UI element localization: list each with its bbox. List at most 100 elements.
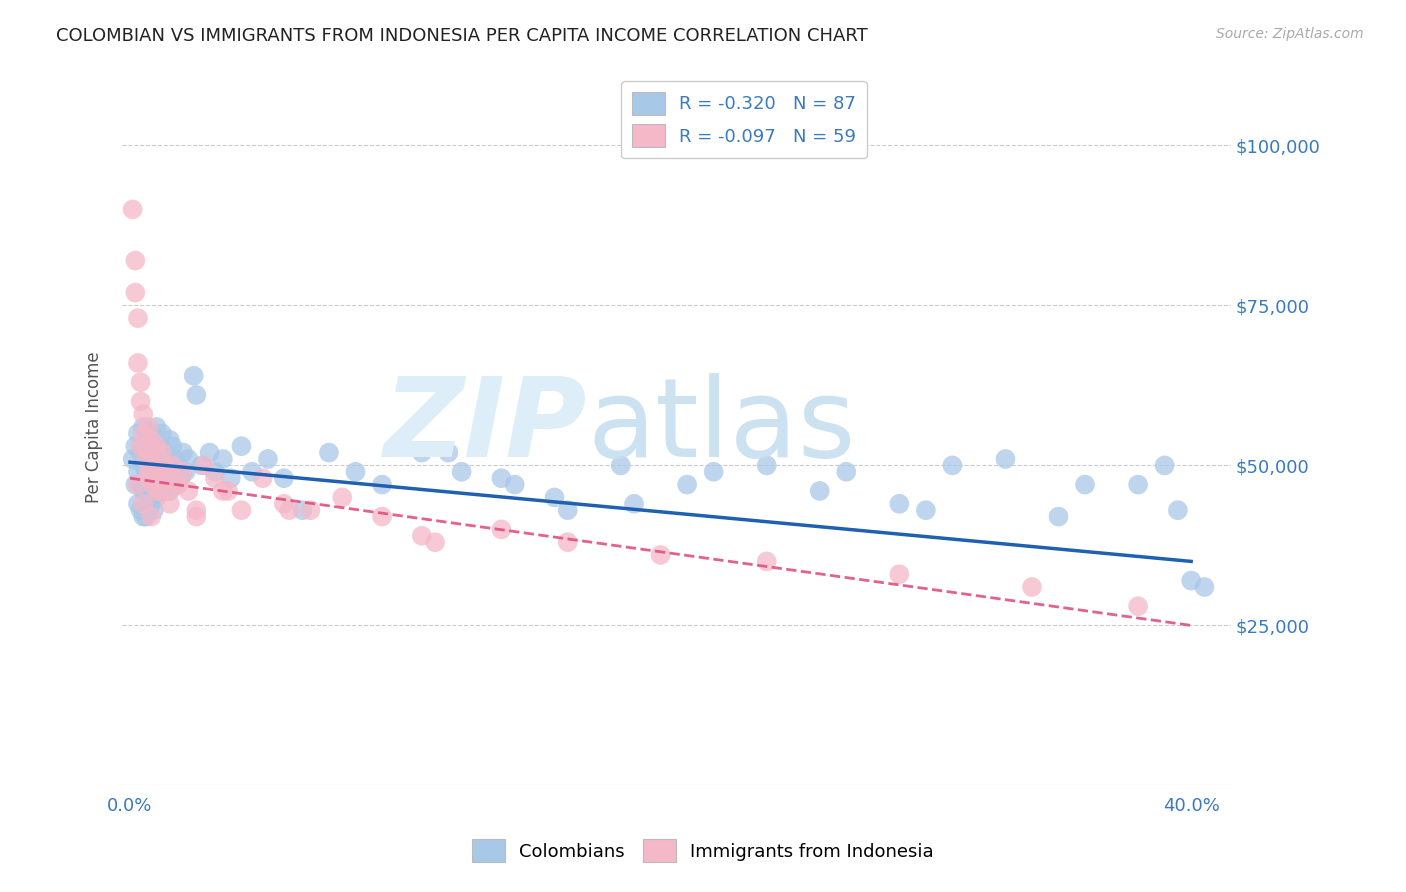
Point xyxy=(411,529,433,543)
Point xyxy=(755,554,778,568)
Point xyxy=(132,497,155,511)
Point xyxy=(132,407,155,421)
Point xyxy=(190,458,212,473)
Point xyxy=(318,445,340,459)
Point xyxy=(162,477,184,491)
Point xyxy=(623,497,645,511)
Point xyxy=(165,452,187,467)
Point xyxy=(150,426,173,441)
Point xyxy=(450,465,472,479)
Point xyxy=(138,458,160,473)
Point xyxy=(204,465,226,479)
Point xyxy=(150,471,173,485)
Point xyxy=(1194,580,1216,594)
Point xyxy=(142,503,165,517)
Point xyxy=(1126,599,1149,614)
Point xyxy=(193,458,215,473)
Point xyxy=(141,445,163,459)
Point xyxy=(124,439,146,453)
Point xyxy=(135,439,157,453)
Point xyxy=(240,465,263,479)
Point xyxy=(129,503,152,517)
Point xyxy=(129,375,152,389)
Point xyxy=(127,356,149,370)
Point xyxy=(166,458,188,473)
Point xyxy=(142,477,165,491)
Point xyxy=(676,477,699,491)
Point xyxy=(162,458,184,473)
Point xyxy=(156,471,179,485)
Point xyxy=(371,509,394,524)
Point xyxy=(204,471,226,485)
Point xyxy=(135,509,157,524)
Point xyxy=(129,445,152,459)
Point xyxy=(177,483,200,498)
Point xyxy=(135,439,157,453)
Point xyxy=(132,420,155,434)
Point xyxy=(141,426,163,441)
Point xyxy=(145,491,167,505)
Point xyxy=(138,465,160,479)
Point xyxy=(503,477,526,491)
Point xyxy=(219,471,242,485)
Point xyxy=(172,445,194,459)
Point xyxy=(132,483,155,498)
Point xyxy=(257,452,280,467)
Point xyxy=(141,433,163,447)
Point xyxy=(273,497,295,511)
Point xyxy=(212,483,235,498)
Point xyxy=(127,311,149,326)
Point xyxy=(127,465,149,479)
Point xyxy=(994,452,1017,467)
Point xyxy=(889,567,911,582)
Point xyxy=(129,439,152,453)
Point xyxy=(231,503,253,517)
Point xyxy=(835,465,858,479)
Point xyxy=(1126,477,1149,491)
Point xyxy=(543,491,565,505)
Point xyxy=(121,202,143,217)
Point xyxy=(145,471,167,485)
Point xyxy=(1167,503,1189,517)
Point xyxy=(889,497,911,511)
Point xyxy=(124,285,146,300)
Point xyxy=(159,433,181,447)
Point xyxy=(371,477,394,491)
Point xyxy=(650,548,672,562)
Point xyxy=(132,509,155,524)
Point xyxy=(141,509,163,524)
Point xyxy=(142,445,165,459)
Point xyxy=(330,491,353,505)
Point xyxy=(183,368,205,383)
Y-axis label: Per Capita Income: Per Capita Income xyxy=(86,351,103,503)
Point xyxy=(491,523,513,537)
Point xyxy=(148,439,170,453)
Text: Source: ZipAtlas.com: Source: ZipAtlas.com xyxy=(1216,27,1364,41)
Point xyxy=(127,426,149,441)
Point xyxy=(153,458,176,473)
Point xyxy=(153,483,176,498)
Point xyxy=(129,394,152,409)
Point xyxy=(127,497,149,511)
Point xyxy=(141,465,163,479)
Point xyxy=(557,503,579,517)
Point xyxy=(145,458,167,473)
Point xyxy=(148,483,170,498)
Point xyxy=(127,477,149,491)
Point xyxy=(755,458,778,473)
Point xyxy=(169,471,191,485)
Point xyxy=(198,445,221,459)
Point xyxy=(138,477,160,491)
Point xyxy=(132,458,155,473)
Point xyxy=(166,477,188,491)
Text: atlas: atlas xyxy=(588,374,856,481)
Point xyxy=(278,503,301,517)
Point xyxy=(1047,509,1070,524)
Point xyxy=(437,445,460,459)
Point xyxy=(153,445,176,459)
Point xyxy=(138,471,160,485)
Point xyxy=(142,477,165,491)
Legend: Colombians, Immigrants from Indonesia: Colombians, Immigrants from Indonesia xyxy=(465,832,941,870)
Point xyxy=(138,503,160,517)
Point xyxy=(124,477,146,491)
